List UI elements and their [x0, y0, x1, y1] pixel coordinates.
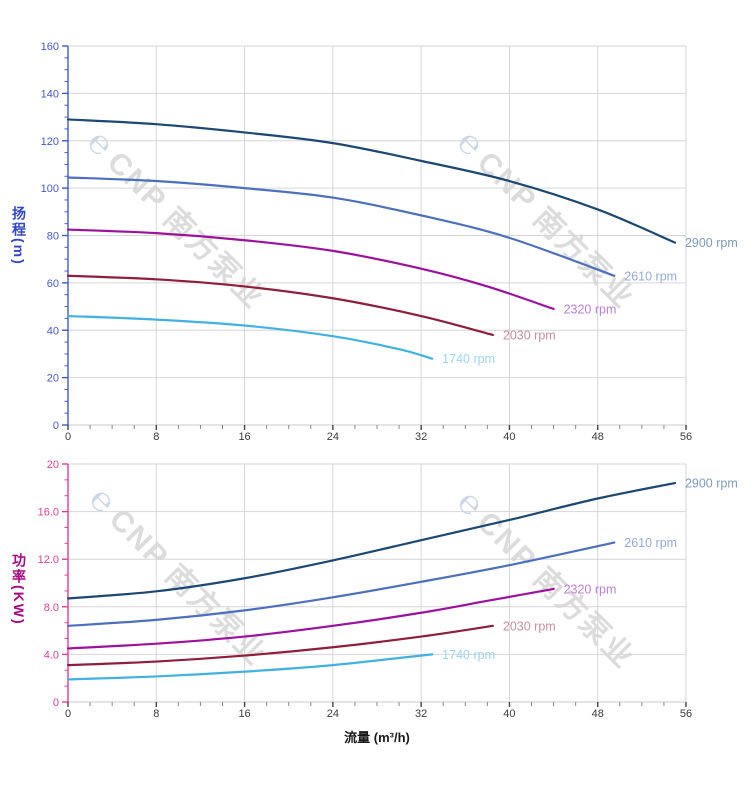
curve-1740-rpm: [66, 653, 434, 681]
curve-2030-rpm: [66, 624, 494, 667]
x-tick-label: 56: [680, 431, 692, 443]
curve-2320-rpm: [66, 587, 555, 650]
y-tick-label: 140: [41, 88, 59, 100]
y-tick-label: 40: [47, 325, 59, 337]
curve-label-2320-rpm: 2320 rpm: [564, 302, 617, 316]
head-axis-title: 扬程(m): [11, 206, 27, 266]
x-tick-label: 8: [153, 708, 159, 720]
x-tick-label: 56: [680, 708, 692, 720]
curve-label-1740-rpm: 1740 rpm: [442, 352, 495, 366]
x-tick-label: 40: [503, 708, 515, 720]
curve-label-2030-rpm: 2030 rpm: [503, 619, 556, 633]
y-tick-label: 100: [41, 183, 59, 195]
x-tick-label: 48: [592, 431, 604, 443]
y-tick-label: 80: [47, 231, 59, 243]
curve-2610-rpm: [66, 176, 616, 277]
y-tick-label: 0: [53, 420, 59, 432]
x-tick-label: 24: [327, 431, 339, 443]
x-tick-label: 16: [238, 708, 250, 720]
x-tick-label: 24: [327, 708, 339, 720]
x-tick-label: 48: [592, 708, 604, 720]
y-tick-label: 12.0: [38, 554, 59, 566]
y-tick-label: 160: [41, 41, 59, 53]
flow-axis-title: 流量 (m³/h): [344, 730, 410, 745]
x-tick-label: 32: [415, 708, 427, 720]
y-tick-label: 120: [41, 136, 59, 148]
x-tick-label: 40: [503, 431, 515, 443]
y-tick-label: 20: [47, 459, 59, 471]
x-tick-label: 0: [65, 431, 71, 443]
curve-label-2610-rpm: 2610 rpm: [624, 536, 677, 550]
curve-2030-rpm: [66, 274, 494, 337]
x-tick-label: 32: [415, 431, 427, 443]
curve-2900-rpm: [66, 118, 677, 244]
y-tick-label: 60: [47, 278, 59, 290]
y-tick-label: 16.0: [38, 507, 59, 519]
curve-1740-rpm: [66, 314, 434, 360]
curve-2320-rpm: [66, 228, 555, 311]
x-tick-label: 0: [65, 708, 71, 720]
curve-label-2030-rpm: 2030 rpm: [503, 328, 556, 342]
curve-label-2610-rpm: 2610 rpm: [624, 269, 677, 283]
y-tick-label: 20: [47, 373, 59, 385]
y-tick-label: 8.0: [44, 602, 59, 614]
y-tick-label: 4.0: [44, 649, 59, 661]
curve-label-1740-rpm: 1740 rpm: [442, 648, 495, 662]
curve-label-2320-rpm: 2320 rpm: [564, 582, 617, 596]
x-tick-label: 16: [238, 431, 250, 443]
curve-label-2900-rpm: 2900 rpm: [685, 477, 738, 491]
power-axis-title: 功率(KW): [11, 553, 27, 626]
y-tick-label: 0: [53, 697, 59, 709]
curve-2610-rpm: [66, 541, 616, 627]
x-tick-label: 8: [153, 431, 159, 443]
curve-label-2900-rpm: 2900 rpm: [685, 236, 738, 250]
curve-2900-rpm: [66, 481, 677, 600]
